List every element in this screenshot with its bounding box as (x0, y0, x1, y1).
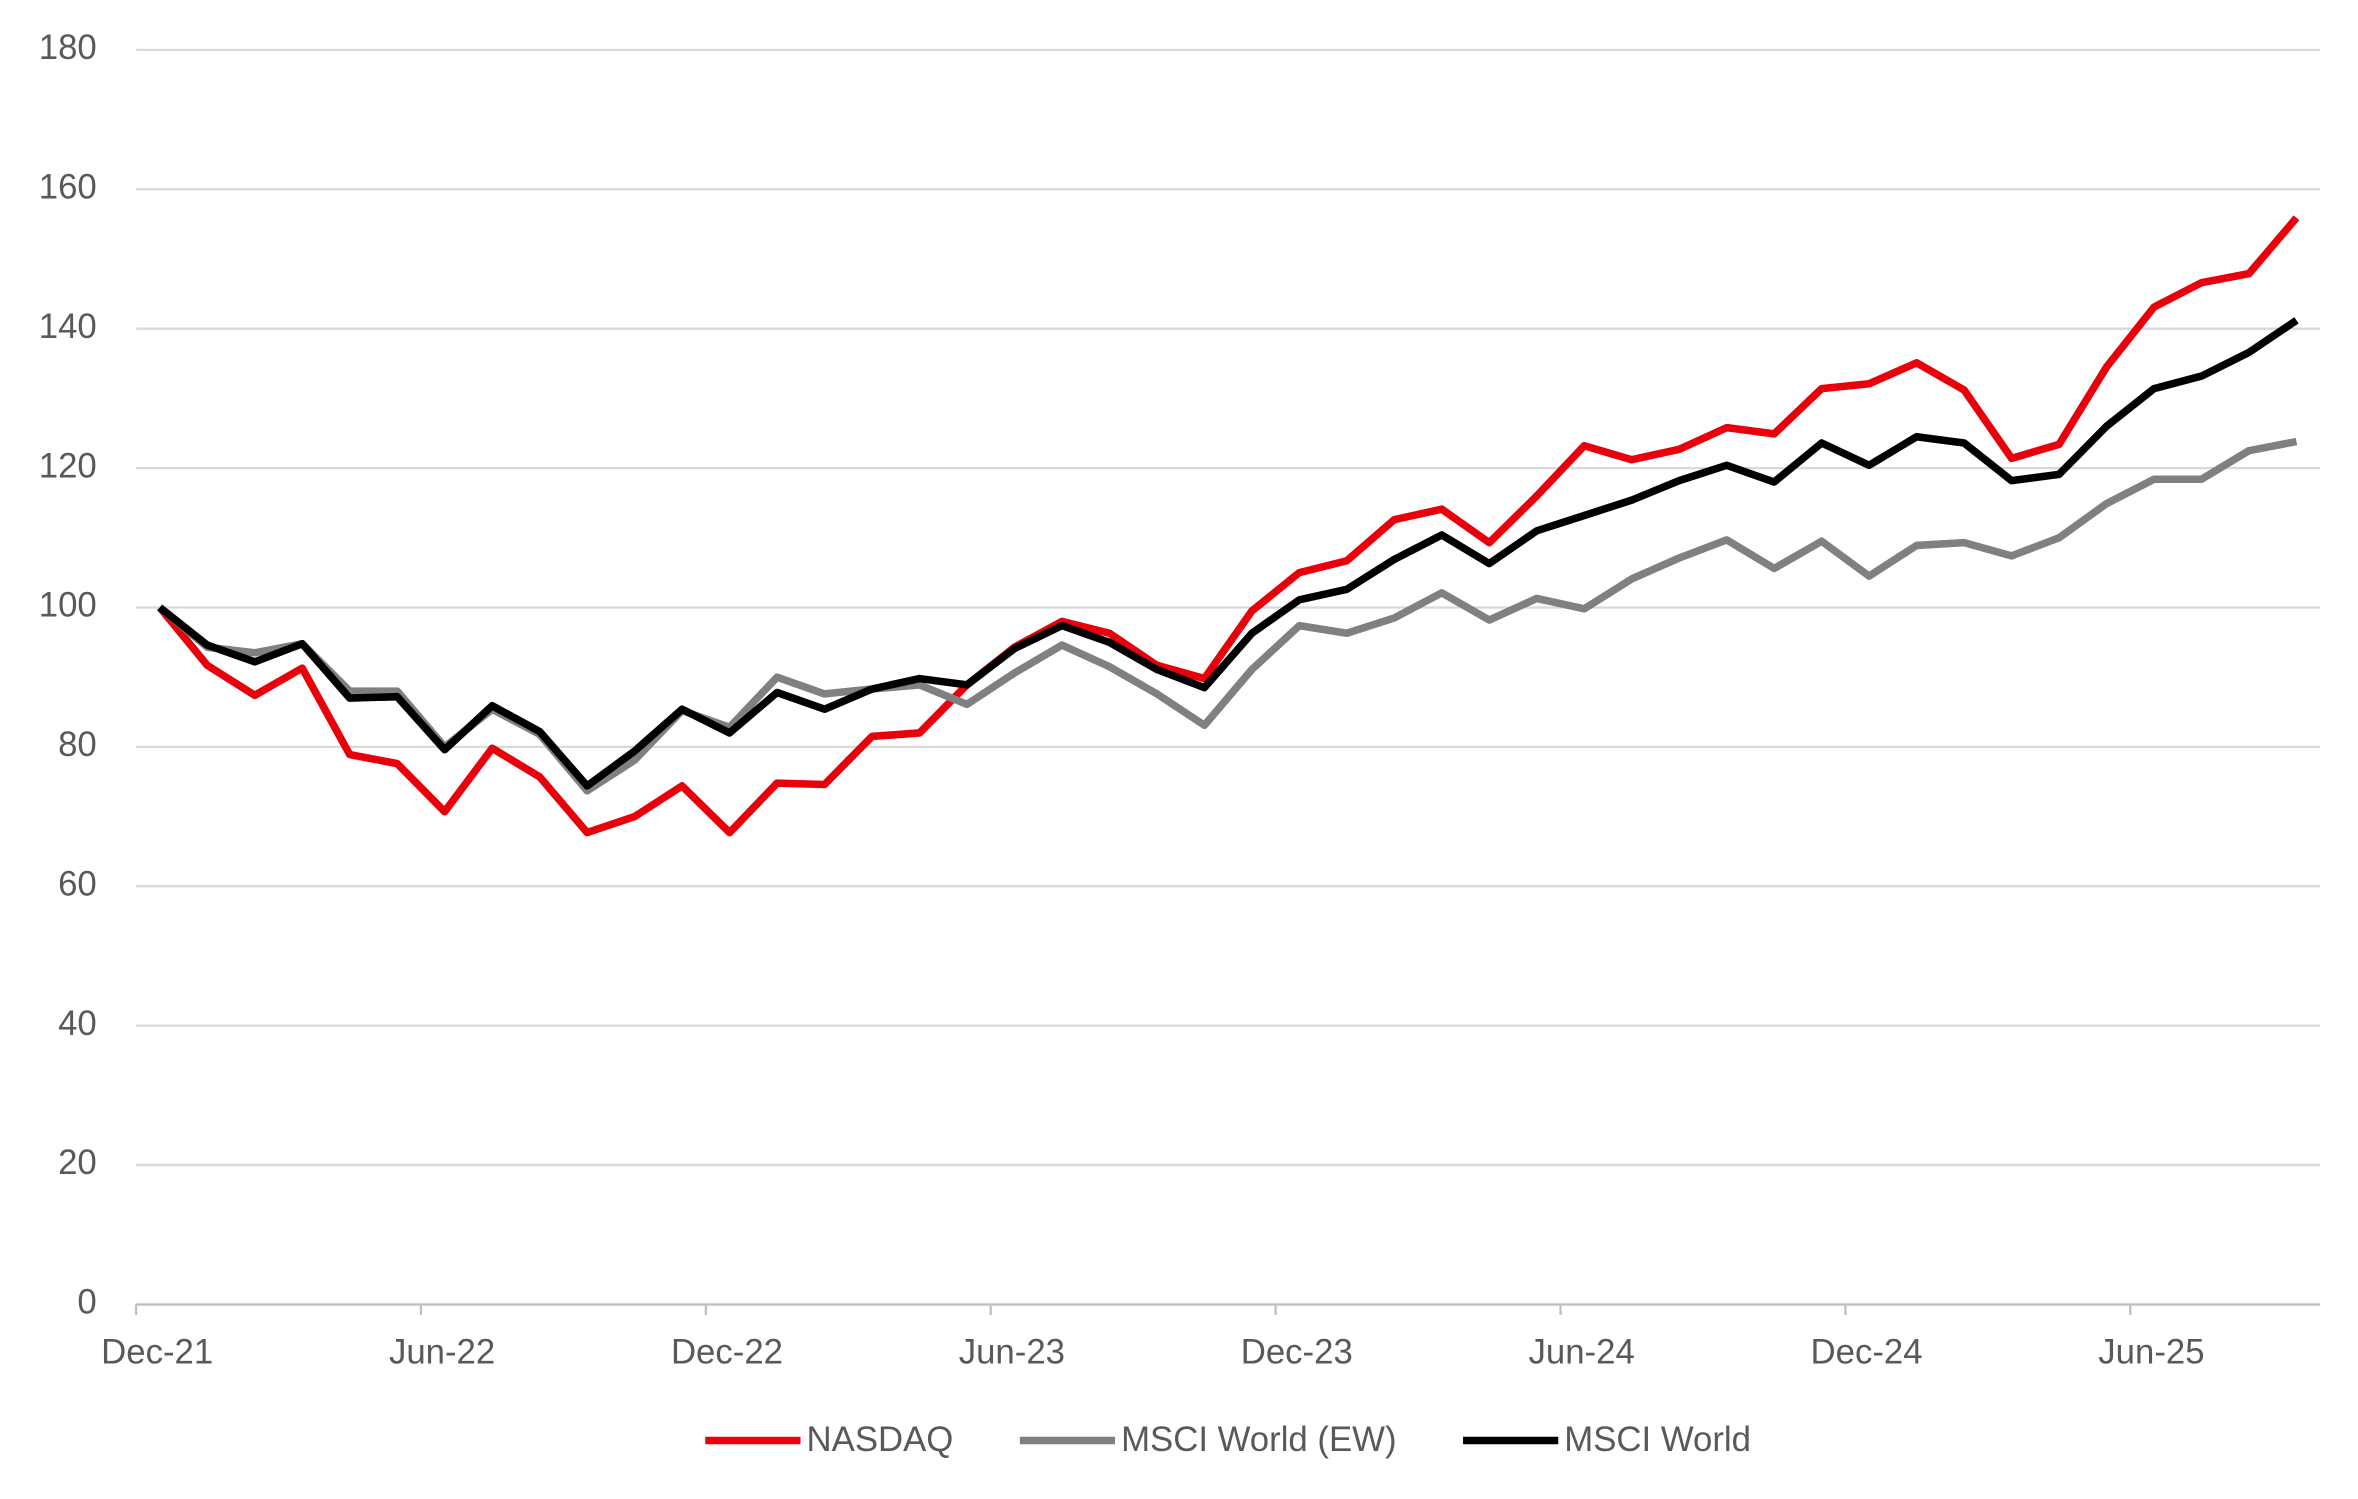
y-tick-label: 160 (39, 168, 97, 206)
x-tick-label: Dec-23 (1241, 1334, 1353, 1372)
x-tick-label: Jun-23 (959, 1334, 1065, 1372)
x-tick-label: Jun-25 (2098, 1334, 2204, 1372)
series-line (157, 437, 2298, 795)
series-line (156, 215, 2300, 837)
legend-label: MSCI World (1564, 1421, 1751, 1459)
x-tick-label: Jun-22 (389, 1334, 495, 1372)
y-tick-label: 180 (39, 29, 97, 67)
x-tick-label: Dec-22 (671, 1334, 783, 1372)
legend-label: NASDAQ (807, 1421, 954, 1459)
x-tick-label: Dec-24 (1811, 1334, 1923, 1372)
legend-label: MSCI World (EW) (1121, 1421, 1396, 1459)
x-tick-label: Dec-21 (101, 1334, 213, 1372)
y-tick-label: 80 (58, 726, 97, 764)
series-line (157, 317, 2299, 790)
y-tick-label: 20 (58, 1144, 97, 1182)
x-tick-label: Jun-24 (1529, 1334, 1635, 1372)
y-tick-label: 100 (39, 587, 97, 625)
y-tick-label: 60 (58, 865, 97, 903)
y-tick-label: 0 (77, 1284, 96, 1322)
y-tick-label: 120 (39, 447, 97, 485)
y-tick-label: 140 (39, 308, 97, 346)
legend: NASDAQ MSCI World (EW) MSCI World (705, 1421, 1751, 1459)
y-tick-label: 40 (58, 1005, 97, 1043)
